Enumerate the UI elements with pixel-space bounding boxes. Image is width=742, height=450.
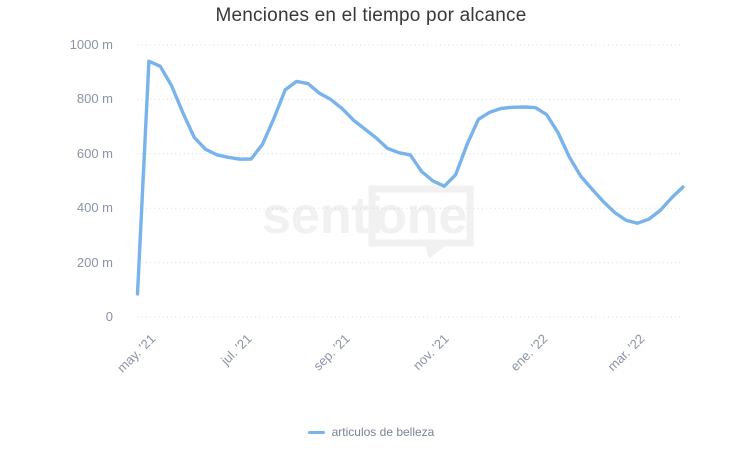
legend-item-articulos-de-belleza[interactable]: articulos de belleza [307, 425, 435, 439]
legend: articulos de belleza [0, 422, 742, 442]
y-axis-label-0: 0 [105, 309, 113, 324]
y-axis-label-200: 200 m [76, 254, 113, 270]
y-axis-label-1000: 1000 m [69, 37, 113, 52]
watermark-sentione-logo: senti one [262, 185, 474, 259]
y-axis-label-600: 600 m [76, 145, 113, 161]
watermark-text-senti: senti [262, 187, 383, 245]
watermark-speech-bubble-box [368, 185, 474, 247]
watermark-speech-bubble-tail [424, 241, 451, 259]
legend-line-marker [307, 430, 325, 434]
legend-label: articulos de belleza [331, 425, 435, 439]
watermark-text-one: one [375, 187, 467, 245]
chart-title: Menciones en el tiempo por alcance [215, 5, 527, 26]
y-axis-label-400: 400 m [76, 200, 113, 216]
y-gridlines [137, 44, 683, 318]
series-line-articulos-de-belleza[interactable] [135, 59, 685, 296]
y-axis-label-800: 800 m [76, 91, 113, 107]
